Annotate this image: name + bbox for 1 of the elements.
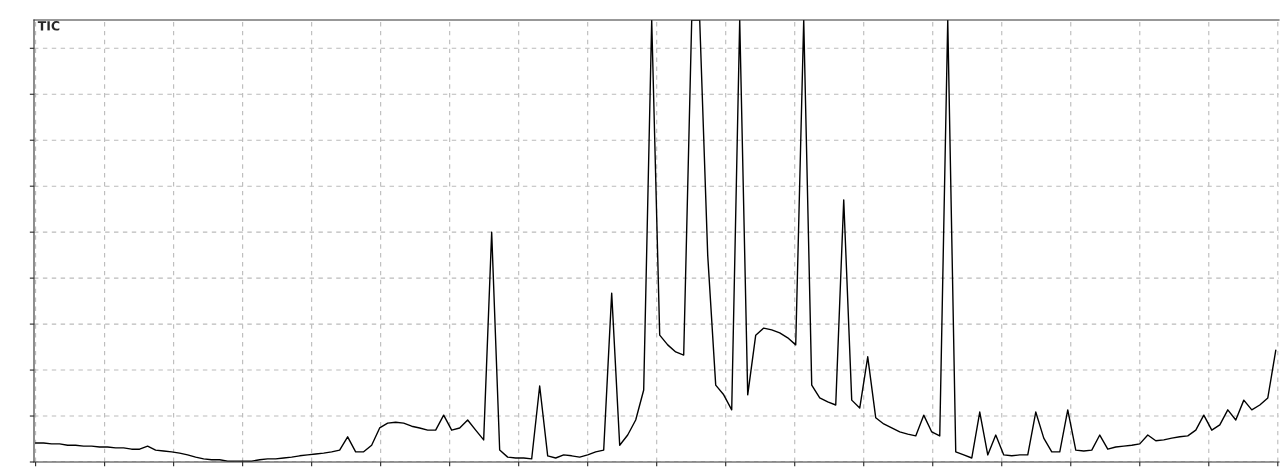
annotation: TIC [37, 21, 60, 31]
